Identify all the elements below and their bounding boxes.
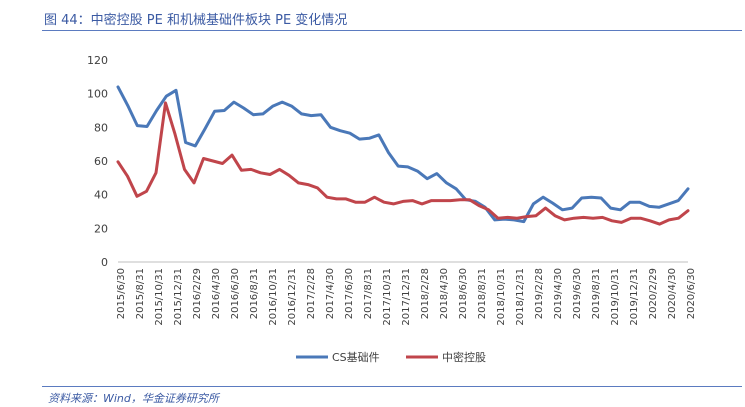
- x-tick-label: 2016/8/31: [249, 268, 260, 319]
- x-tick-label: 2017/12/31: [401, 268, 412, 326]
- x-tick-label: 2018/12/31: [515, 268, 526, 326]
- legend-label-1: CS基础件: [332, 351, 380, 364]
- x-tick-label: 2017/10/31: [382, 268, 393, 326]
- x-tick-label: 2020/4/30: [667, 268, 678, 319]
- source-note: 资料来源：Wind，华金证券研究所: [48, 392, 219, 405]
- x-tick-label: 2019/2/28: [534, 268, 545, 319]
- y-tick-label: 100: [87, 88, 108, 101]
- x-tick-label: 2017/4/30: [325, 268, 336, 319]
- series-layer: [116, 85, 690, 226]
- x-tick-label: 2019/4/30: [553, 268, 564, 319]
- figure-title: 图 44：中密控股 PE 和机械基础件板块 PE 变化情况: [44, 13, 348, 28]
- x-tick-label: 2015/8/31: [135, 268, 146, 319]
- x-tick-label: 2016/4/30: [211, 268, 222, 319]
- x-tick-label: 2019/10/31: [610, 268, 621, 326]
- x-tick-label: 2019/12/31: [629, 268, 640, 326]
- y-tick-label: 40: [94, 189, 108, 202]
- x-tick-label: 2016/10/31: [268, 268, 279, 326]
- y-tick-label: 120: [87, 54, 108, 67]
- y-tick-label: 60: [94, 155, 108, 168]
- series-line-2: [116, 101, 690, 226]
- source-divider: [42, 386, 742, 387]
- x-tick-label: 2015/6/30: [116, 268, 127, 319]
- x-tick-label: 2016/12/31: [287, 268, 298, 326]
- x-tick-label: 2018/6/30: [458, 268, 469, 319]
- x-tick-label: 2019/6/30: [572, 268, 583, 319]
- x-tick-label: 2015/12/31: [173, 268, 184, 326]
- y-tick-label: 20: [94, 222, 108, 235]
- x-tick-label: 2016/6/30: [230, 268, 241, 319]
- legend-label-2: 中密控股: [442, 350, 486, 364]
- y-tick-label: 0: [101, 256, 108, 269]
- x-tick-label: 2018/2/28: [420, 268, 431, 319]
- x-tick-label: 2016/2/29: [192, 268, 203, 319]
- series-line-1: [116, 85, 690, 224]
- x-tick-label: 2019/8/31: [591, 268, 602, 319]
- x-tick-label: 2018/10/31: [496, 268, 507, 326]
- legend: CS基础件 中密控股: [296, 350, 486, 364]
- y-axis: 0 20 40 60 80 100 120: [87, 54, 108, 269]
- x-tick-label: 2018/4/30: [439, 268, 450, 319]
- x-tick-label: 2020/6/30: [686, 268, 697, 319]
- x-tick-label: 2018/8/31: [477, 268, 488, 319]
- x-tick-label: 2017/2/28: [306, 268, 317, 319]
- x-tick-label: 2017/8/31: [363, 268, 374, 319]
- x-tick-label: 2020/2/29: [648, 268, 659, 319]
- x-tick-label: 2017/6/30: [344, 268, 355, 319]
- x-tick-label: 2015/10/31: [154, 268, 165, 326]
- y-tick-label: 80: [94, 121, 108, 134]
- title-divider: [42, 30, 742, 31]
- x-axis: 2015/6/30 2015/8/31 2015/10/31 2015/12/31 20…: [116, 261, 697, 326]
